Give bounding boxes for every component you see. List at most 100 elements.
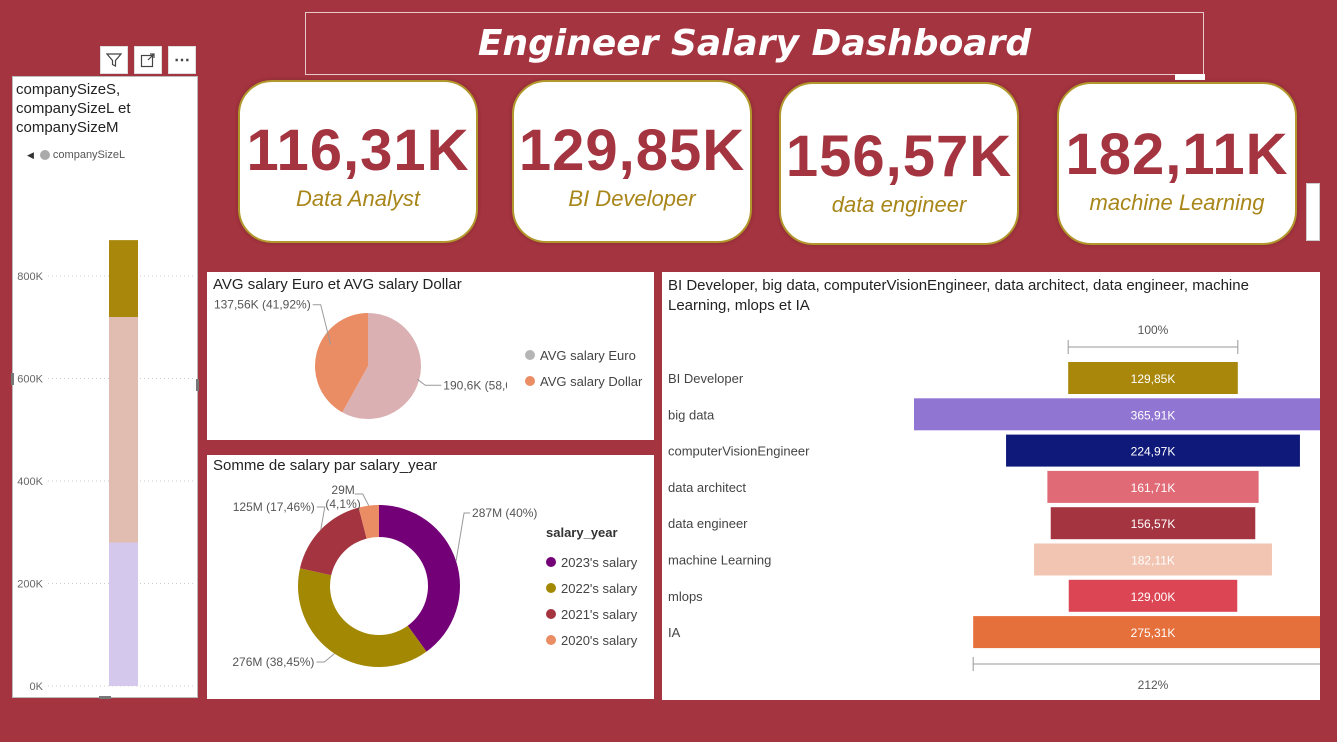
resize-handle[interactable]	[11, 373, 14, 385]
kpi-card-machine-learning[interactable]: 182,11K machine Learning	[1057, 82, 1297, 245]
y-tick-label: 400K	[17, 476, 43, 488]
legend-item[interactable]: 2022's salary	[546, 575, 637, 601]
more-options-icon[interactable]: ⋯	[168, 46, 196, 74]
data-label: 125M (17,46%)	[233, 500, 315, 514]
top-bracket	[1067, 340, 1239, 354]
left-title-line: companySizeS,	[16, 81, 121, 98]
title-handle	[1175, 74, 1205, 80]
stacked-bar-segment	[109, 317, 138, 543]
donut-slice	[358, 505, 379, 539]
dashboard-title: Engineer Salary Dashboard	[477, 23, 1032, 64]
kpi-value: 116,31K	[246, 118, 470, 183]
legend-dot	[546, 557, 556, 567]
bottom-percent-label: 212%	[1138, 678, 1169, 692]
role-funnel-chart: BI Developer 129,85K big data 365,91K comput…	[668, 323, 1320, 692]
funnel-bar	[1050, 507, 1256, 540]
donut-slice	[299, 507, 367, 576]
salary-year-donut-chart: 287M (40%) 276M (38,45%) 125M (17,46%) 29M(…	[232, 483, 537, 669]
funnel-category-label: IA	[668, 625, 681, 640]
kpi-card-bi-developer[interactable]: 129,85K BI Developer	[512, 80, 752, 243]
funnel-category-label: computerVisionEngineer	[668, 444, 810, 459]
left-title-line: companySizeL et	[16, 100, 131, 117]
funnel-category-label: big data	[668, 407, 715, 422]
legend-item[interactable]: 2021's salary	[546, 601, 637, 627]
kpi-value: 129,85K	[518, 118, 746, 183]
legend-item[interactable]: AVG salary Euro	[525, 342, 642, 368]
kpi-label: BI Developer	[568, 186, 696, 211]
legend-dot	[39, 150, 50, 160]
stacked-bar-segment	[109, 240, 138, 317]
legend-label: 2022's salary	[561, 580, 638, 596]
company-size-visual[interactable]: companySizeS, companySizeL et companySiz…	[11, 76, 199, 699]
funnel-bar	[1068, 362, 1238, 394]
y-tick-label: 600K	[17, 374, 43, 386]
y-tick-label: 200K	[17, 579, 43, 591]
left-legend: ◀ companySizeL	[27, 149, 125, 161]
focus-mode-icon[interactable]	[134, 46, 162, 74]
funnel-value-label: 156,57K	[1131, 517, 1176, 531]
label-leader	[316, 506, 326, 530]
legend-label: 2021's salary	[561, 606, 638, 622]
salary-year-donut-visual[interactable]: Somme de salary par salary_year 287M (40…	[207, 455, 654, 699]
funnel-bar	[1006, 434, 1300, 467]
kpi-label: Data Analyst	[296, 186, 420, 211]
kpi-label: data engineer	[831, 192, 967, 217]
kpi-label: machine Learning	[1089, 190, 1265, 215]
funnel-bar	[914, 398, 1320, 431]
scroll-handle[interactable]	[1306, 183, 1320, 241]
label-leader	[354, 493, 370, 506]
resize-handle[interactable]	[99, 696, 111, 699]
legend-dot	[546, 583, 556, 593]
legend-item[interactable]: 2023's salary	[546, 549, 637, 575]
legend-item[interactable]: AVG salary Dollar	[525, 368, 642, 394]
funnel-value-label: 182,11K	[1131, 554, 1175, 568]
funnel-value-label: 365,91K	[1131, 408, 1176, 422]
funnel-bar	[1068, 579, 1238, 612]
legend-label: 2020's salary	[561, 632, 638, 648]
y-tick-label: 800K	[17, 271, 43, 283]
donut-slice	[379, 505, 461, 652]
funnel-bar	[973, 616, 1320, 649]
kpi-value: 156,57K	[785, 124, 1013, 189]
stacked-bar-segment	[109, 542, 138, 686]
funnel-value-label: 275,31K	[1131, 626, 1176, 640]
funnel-value-label: 161,71K	[1131, 481, 1176, 495]
avg-salary-pie-chart: 190,6K (58,08%) 137,56K (41,92%)	[214, 298, 507, 419]
label-leader	[417, 378, 442, 386]
funnel-category-label: mlops	[668, 589, 703, 604]
filter-icon[interactable]	[100, 46, 128, 74]
legend-dot	[546, 635, 556, 645]
funnel-value-label: 224,97K	[1131, 445, 1176, 459]
label-leader	[312, 304, 332, 345]
y-tick-label: 0K	[30, 681, 44, 693]
left-title-line: companySizeM	[16, 119, 119, 136]
funnel-value-label: 129,00K	[1131, 590, 1176, 604]
funnel-value-label: 129,85K	[1131, 372, 1176, 386]
pie-title: AVG salary Euro et AVG salary Dollar	[213, 276, 462, 293]
data-label: (4,1%)	[325, 497, 360, 511]
bottom-bracket	[972, 657, 1320, 671]
donut-title: Somme de salary par salary_year	[213, 457, 438, 474]
funnel-category-label: data architect	[668, 480, 746, 495]
data-label: 29M	[331, 483, 354, 497]
kpi-card-data-analyst[interactable]: 116,31K Data Analyst	[238, 80, 478, 243]
funnel-category-label: machine Learning	[668, 553, 771, 568]
kpi-card-data-engineer[interactable]: 156,57K data engineer	[779, 82, 1019, 245]
company-size-chart: 0K 200K 400K 600K 800K	[17, 240, 195, 693]
legend-dot	[525, 376, 535, 386]
legend-label: AVG salary Euro	[540, 347, 636, 363]
legend-item[interactable]: 2020's salary	[546, 627, 637, 653]
funnel-title: BI Developer, big data, computerVisionEn…	[668, 277, 1249, 314]
kpi-value: 182,11K	[1065, 122, 1289, 187]
legend-scroll-left-icon[interactable]: ◀	[27, 149, 34, 160]
visual-toolbar: ⋯	[100, 46, 196, 74]
avg-salary-pie-visual[interactable]: AVG salary Euro et AVG salary Dollar 190…	[207, 272, 654, 440]
data-label: 287M (40%)	[472, 506, 537, 520]
resize-handle[interactable]	[196, 379, 199, 391]
funnel-bar	[1034, 543, 1272, 576]
role-funnel-visual[interactable]: BI Developer, big data, computerVisionEn…	[662, 272, 1320, 700]
legend-dot	[546, 609, 556, 619]
label-leader	[455, 512, 471, 562]
data-label: 190,6K (58,08%)	[443, 378, 507, 392]
pie-slice	[315, 313, 368, 413]
